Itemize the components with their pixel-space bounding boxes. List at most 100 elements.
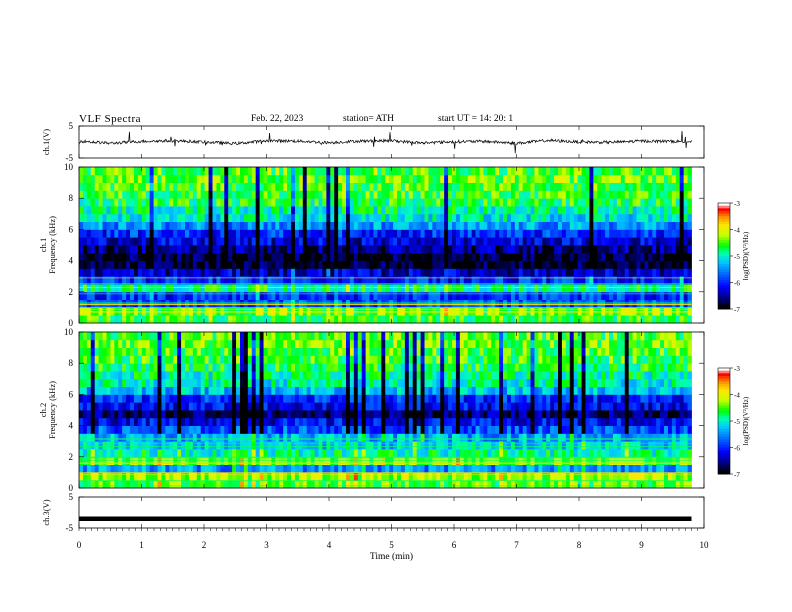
spectrogram-cell: [656, 425, 661, 434]
spectrogram-cell: [94, 276, 100, 285]
spectrogram-cell: [342, 291, 347, 300]
spectrogram-cell: [302, 221, 308, 230]
spectrogram-cell: [558, 198, 563, 207]
spectrogram-cell: [90, 472, 96, 481]
spectrogram-cell: [593, 268, 598, 277]
spectrogram-cell: [149, 472, 154, 481]
spectrogram-cell: [357, 449, 363, 458]
spectrogram-cell: [565, 433, 571, 442]
spectrogram-cell: [192, 268, 198, 277]
spectrogram-cell: [228, 402, 233, 411]
spectrogram-cell: [118, 433, 123, 442]
spectrogram-cell: [322, 480, 327, 489]
spectrogram-cell: [247, 394, 253, 403]
spectrogram-cell: [632, 260, 637, 269]
spectrogram-cell: [491, 425, 496, 434]
spectrogram-cell: [526, 433, 531, 442]
spectrogram-cell: [185, 260, 190, 269]
spectrogram-cell: [196, 229, 202, 238]
spectrogram-cell: [169, 402, 174, 411]
spectrogram-cell: [675, 425, 681, 434]
spectrogram-cell: [141, 291, 147, 300]
spectrogram-cell: [263, 221, 268, 230]
spectrogram-cell: [232, 433, 237, 442]
spectrogram-cell: [400, 268, 406, 277]
spectrogram-cell: [448, 167, 453, 176]
spectrogram-cell: [628, 229, 634, 238]
spectrogram-cell: [404, 480, 410, 489]
spectrogram-cell: [565, 291, 571, 300]
spectrogram-cell: [585, 410, 590, 419]
spectrogram-cell: [526, 410, 531, 419]
spectrogram-cell: [294, 245, 300, 254]
spectrogram-cell: [365, 417, 370, 426]
spectrogram-cell: [188, 252, 194, 261]
spectrogram-cell: [157, 472, 162, 481]
spectrogram-cell: [236, 221, 241, 230]
spectrogram-cell: [279, 190, 284, 199]
spectrogram-cell: [667, 315, 673, 324]
spectrogram-cell: [624, 221, 630, 230]
spectrogram-cell: [679, 167, 685, 176]
spectrogram-cell: [487, 167, 492, 176]
spectrogram-cell: [455, 167, 461, 176]
spectrogram-cell: [412, 402, 418, 411]
spectrogram-cell: [353, 394, 359, 403]
spectrogram-cell: [365, 229, 370, 238]
spectrogram-cell: [589, 260, 594, 269]
spectrogram-cell: [503, 394, 508, 403]
spectrogram-cell: [546, 433, 551, 442]
spectrogram-cell: [255, 260, 261, 269]
spectrogram-cell: [365, 213, 370, 222]
spectrogram-cell: [432, 174, 437, 183]
spectrogram-cell: [526, 206, 531, 215]
spectrogram-cell: [267, 433, 272, 442]
spectrogram-cell: [200, 167, 206, 176]
spectrogram-cell: [216, 276, 221, 285]
spectrogram-cell: [518, 167, 524, 176]
spectrogram-cell: [589, 464, 594, 473]
spectrogram-cell: [98, 213, 103, 222]
spectrogram-cell: [569, 237, 575, 246]
spectrogram-cell: [605, 237, 610, 246]
spectrogram-cell: [208, 206, 213, 215]
spectrogram-cell: [330, 229, 335, 238]
spectrogram-cell: [644, 402, 649, 411]
spectrogram-cell: [448, 268, 453, 277]
spectrogram-cell: [408, 425, 414, 434]
spectrogram-cell: [569, 402, 575, 411]
spectrogram-cell: [232, 245, 237, 254]
spectrogram-cell: [228, 213, 233, 222]
spectrogram-cell: [444, 449, 449, 458]
spectrogram-cell: [200, 394, 206, 403]
spectrogram-cell: [503, 174, 508, 183]
spectrogram-cell: [412, 206, 418, 215]
spectrogram-cell: [220, 425, 225, 434]
spectrogram-cell: [550, 417, 555, 426]
spectrogram-cell: [118, 190, 123, 199]
spectrogram-cell: [106, 315, 111, 324]
spectrogram-cell: [255, 229, 261, 238]
spectrogram-cell: [361, 480, 367, 489]
spectrogram-cell: [522, 276, 527, 285]
spectrogram-cell: [616, 198, 622, 207]
spectrogram-cell: [349, 237, 355, 246]
spectrogram-cell: [145, 315, 151, 324]
spectrogram-cell: [440, 433, 445, 442]
spectrogram-cell: [412, 221, 418, 230]
spectrogram-cell: [98, 464, 103, 473]
spectrogram-cell: [342, 472, 347, 481]
spectrogram-cell: [436, 245, 441, 254]
spectrogram-cell: [267, 213, 272, 222]
spectrogram-cell: [393, 425, 398, 434]
spectrogram-cell: [612, 410, 618, 419]
spectrogram-cell: [357, 441, 363, 450]
spectrogram-cell: [675, 441, 681, 450]
spectrogram-cell: [593, 252, 598, 261]
spectrogram-cell: [173, 441, 178, 450]
spectrogram-cell: [593, 182, 598, 191]
spectrogram-cell: [177, 315, 182, 324]
spectrogram-cell: [345, 291, 351, 300]
spectrogram-cell: [620, 315, 626, 324]
spectrogram-cell: [640, 433, 645, 442]
